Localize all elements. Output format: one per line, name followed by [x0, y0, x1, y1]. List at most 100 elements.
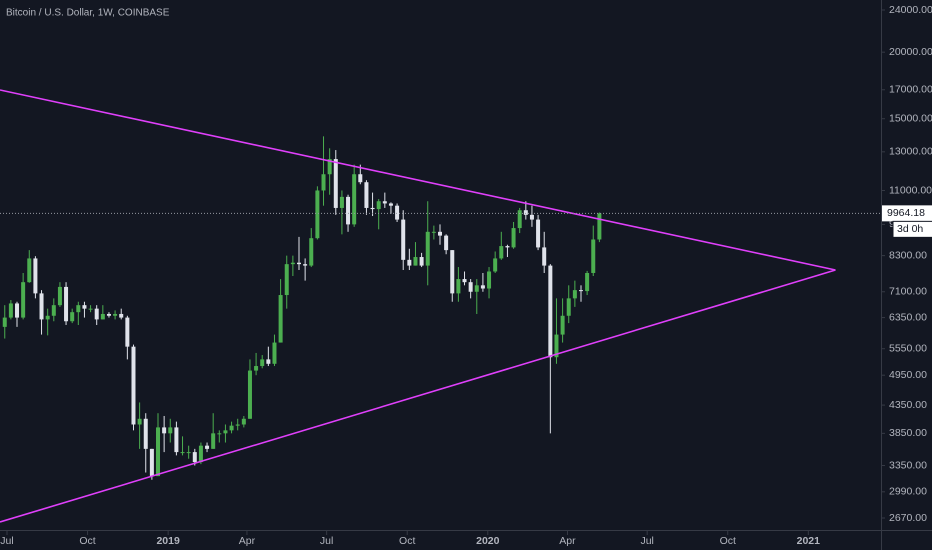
candle-body [425, 231, 430, 266]
chart-title: Bitcoin / U.S. Dollar, 1W, COINBASE [6, 8, 170, 19]
candle-body [223, 430, 228, 434]
candle-body [241, 418, 246, 425]
candle-body [198, 445, 203, 463]
trendline [0, 89, 836, 271]
candle-body [45, 315, 50, 320]
candle-body [511, 228, 516, 248]
candle-body [364, 182, 369, 208]
candle-body [321, 174, 326, 191]
candle-body [523, 210, 528, 215]
candle-body [462, 279, 467, 283]
candle-body [51, 305, 56, 316]
y-tick-label: 3350.00 [889, 459, 927, 471]
trendline [0, 269, 836, 523]
candle-body [27, 258, 32, 283]
candle-body [578, 290, 583, 292]
y-tick-label: 6350.00 [889, 311, 927, 323]
candle-body [100, 313, 105, 320]
candle-body [162, 427, 167, 434]
y-tick-label: 7100.00 [889, 286, 927, 298]
candle-body [205, 445, 210, 449]
x-tick-label: Oct [79, 535, 95, 547]
last-price-box [882, 205, 932, 222]
candle-body [303, 264, 308, 266]
candle-body [468, 282, 473, 292]
candle-body [254, 366, 259, 371]
x-tick-label: 2021 [797, 535, 821, 547]
candle-body [339, 196, 344, 208]
candle-body [168, 427, 173, 434]
candle-body [413, 257, 418, 266]
candle-body [431, 231, 436, 233]
candle-body [370, 207, 375, 210]
candle-body [474, 285, 479, 292]
candle-body [315, 190, 320, 239]
y-tick-label: 15000.00 [889, 113, 932, 125]
y-tick-label: 11000.00 [889, 184, 932, 196]
candle-body [2, 317, 7, 327]
candle-body [174, 427, 179, 453]
candle-body [149, 448, 154, 477]
candle-body [401, 219, 406, 260]
countdown-box [892, 220, 932, 238]
candle-body [327, 159, 332, 175]
candle-body [456, 279, 461, 294]
candle-body [407, 259, 412, 266]
candle-body [143, 418, 148, 449]
candle-body [217, 433, 222, 435]
candle-body [536, 219, 541, 248]
candle-body [192, 452, 197, 463]
candle-body [566, 298, 571, 316]
candle-body [395, 205, 400, 220]
candle-body [88, 308, 93, 310]
y-tick-label: 17000.00 [889, 84, 932, 96]
candle-body [560, 315, 565, 335]
y-tick-label: 4950.00 [889, 369, 927, 381]
candle-body [180, 452, 185, 454]
candle-body [309, 238, 314, 266]
candle-body [186, 452, 191, 454]
candle-body [419, 257, 424, 266]
y-tick-label: 8300.00 [889, 249, 927, 261]
candle-body [542, 247, 547, 266]
x-tick-label: Jul [640, 535, 653, 547]
candle-body [247, 370, 252, 419]
candle-body [450, 250, 455, 294]
candle-body [554, 334, 559, 358]
candle-body [572, 290, 577, 299]
candle-body [272, 342, 277, 364]
x-tick-label: Apr [239, 535, 256, 547]
candle-body [487, 271, 492, 289]
candle-body [21, 282, 26, 318]
candle-body [480, 285, 485, 289]
candle-body [346, 196, 351, 225]
candle-body [376, 201, 381, 210]
candle-body [156, 427, 161, 477]
candle-body [33, 258, 38, 294]
y-tick-label: 20000.00 [889, 46, 932, 58]
candle-body [15, 303, 20, 318]
x-tick-label: Jul [320, 535, 333, 547]
x-tick-label: 2019 [156, 535, 180, 547]
candle-body [106, 313, 111, 316]
candle-body [548, 265, 553, 358]
candle-body [517, 210, 522, 229]
candle-body [8, 303, 13, 318]
candle-body [437, 231, 442, 236]
candle-body [94, 308, 99, 320]
candle-body [493, 258, 498, 272]
x-tick-label: Apr [559, 535, 576, 547]
candle-body [505, 246, 510, 248]
candle-body [358, 174, 363, 183]
candle-body [125, 317, 130, 347]
y-tick-label: 24000.00 [889, 4, 932, 16]
candle-body [113, 313, 118, 316]
countdown-label: 3d 0h [897, 223, 923, 235]
candle-body [444, 235, 449, 251]
candle-body [333, 159, 338, 208]
x-tick-label: 2020 [476, 535, 500, 547]
candle-body [131, 346, 136, 425]
candle-body [297, 262, 302, 265]
